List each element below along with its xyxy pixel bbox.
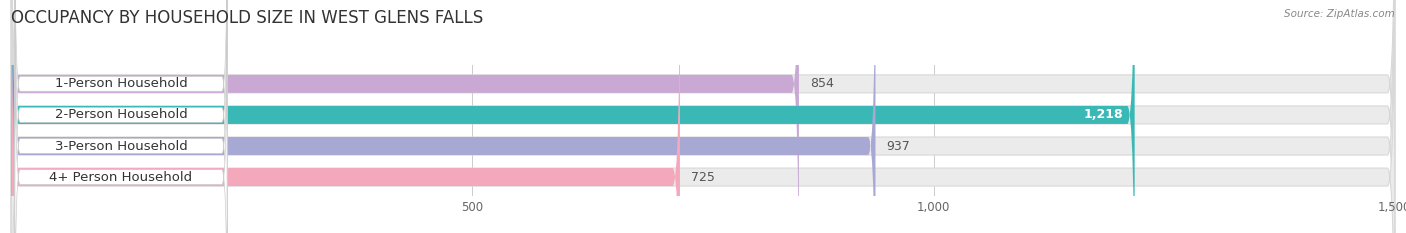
Text: 1,218: 1,218 xyxy=(1084,108,1123,121)
Text: 1-Person Household: 1-Person Household xyxy=(55,77,187,90)
FancyBboxPatch shape xyxy=(11,0,1395,233)
Text: 854: 854 xyxy=(810,77,834,90)
Text: 2-Person Household: 2-Person Household xyxy=(55,108,187,121)
Text: OCCUPANCY BY HOUSEHOLD SIZE IN WEST GLENS FALLS: OCCUPANCY BY HOUSEHOLD SIZE IN WEST GLEN… xyxy=(11,9,484,27)
FancyBboxPatch shape xyxy=(15,0,228,233)
FancyBboxPatch shape xyxy=(11,0,799,233)
FancyBboxPatch shape xyxy=(15,0,228,233)
Text: 725: 725 xyxy=(690,171,714,184)
FancyBboxPatch shape xyxy=(11,0,1395,233)
FancyBboxPatch shape xyxy=(11,0,1135,233)
Text: Source: ZipAtlas.com: Source: ZipAtlas.com xyxy=(1284,9,1395,19)
FancyBboxPatch shape xyxy=(11,0,876,233)
Text: 937: 937 xyxy=(887,140,910,153)
Text: 4+ Person Household: 4+ Person Household xyxy=(49,171,193,184)
FancyBboxPatch shape xyxy=(11,0,1395,233)
FancyBboxPatch shape xyxy=(15,10,228,233)
Text: 3-Person Household: 3-Person Household xyxy=(55,140,187,153)
FancyBboxPatch shape xyxy=(15,0,228,233)
FancyBboxPatch shape xyxy=(11,0,1395,233)
FancyBboxPatch shape xyxy=(11,0,681,233)
